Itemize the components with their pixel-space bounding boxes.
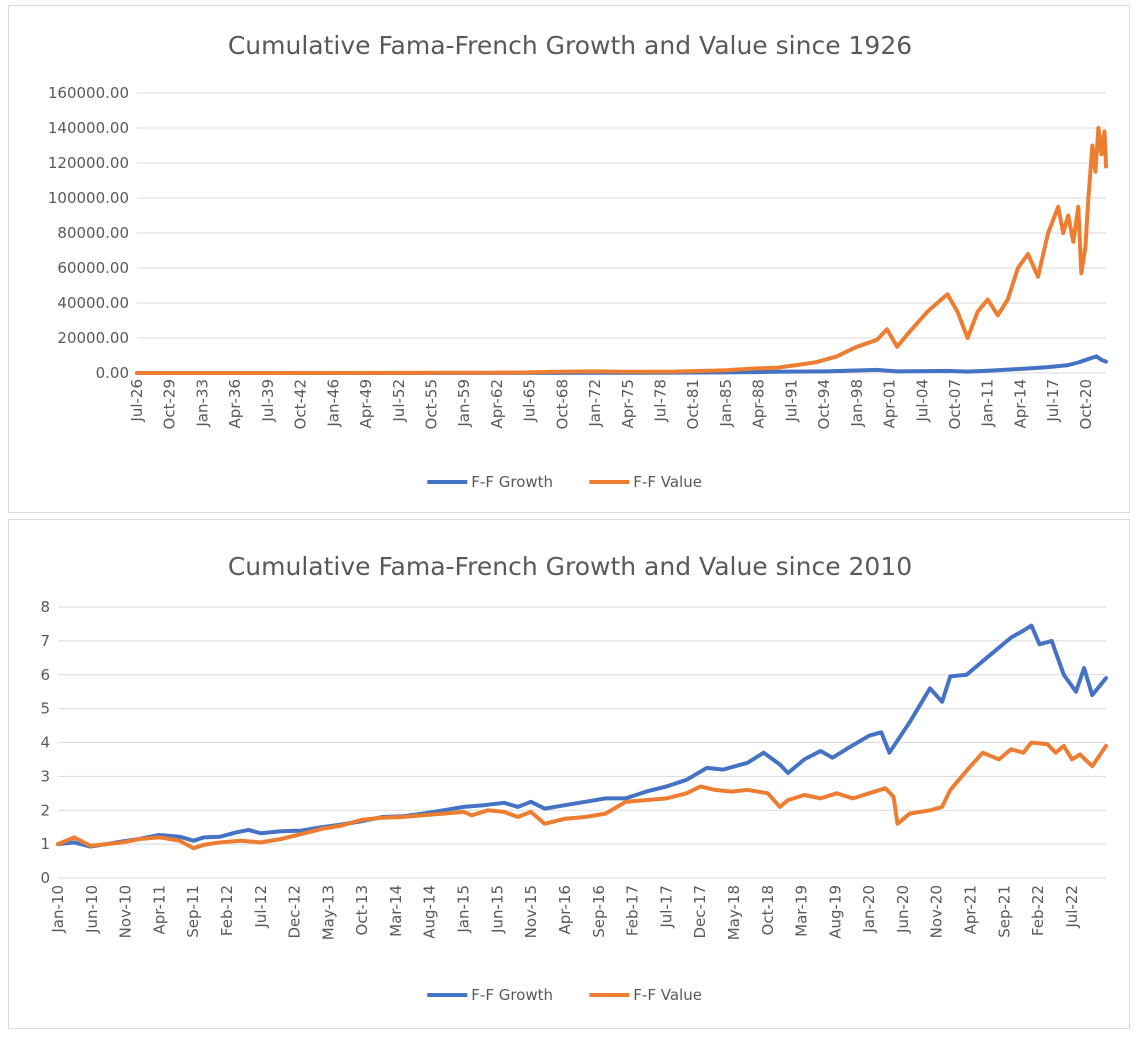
chart-panel-since-2010: Cumulative Fama-French Growth and Value …: [8, 519, 1130, 1029]
series-line-f-f-value: [56, 740, 1108, 851]
x-tick-label: Feb-22: [1029, 885, 1047, 936]
x-tick-label: Apr-01: [881, 379, 899, 429]
x-tick-label: Nov-15: [522, 885, 540, 938]
y-tick-label: 140000.00: [48, 119, 129, 137]
legend-item: F-F Growth: [427, 473, 553, 491]
x-tick-label: Apr-14: [1011, 379, 1029, 429]
chart-title: Cumulative Fama-French Growth and Value …: [228, 31, 912, 60]
x-tick-label: Apr-16: [556, 885, 574, 935]
x-tick-label: Apr-75: [619, 379, 637, 429]
x-tick-label: Oct-07: [946, 379, 964, 429]
legend-item: F-F Value: [589, 473, 702, 491]
y-tick-label: 20000.00: [57, 329, 129, 347]
legend-label: F-F Value: [633, 473, 702, 491]
x-tick-label: Oct-13: [353, 885, 371, 935]
chart-legend: F-F Growth F-F Value: [427, 986, 702, 1004]
x-tick-label: Feb-12: [218, 885, 236, 936]
y-tick-label: 2: [40, 801, 50, 819]
x-tick-label: Aug-14: [421, 885, 439, 939]
x-tick-label: Apr-36: [226, 379, 244, 429]
x-tick-label: Jul-26: [128, 379, 146, 423]
x-tick-label: Jun-15: [488, 885, 506, 934]
x-tick-label: Jan-59: [455, 379, 473, 428]
x-tick-label: Oct-18: [759, 885, 777, 935]
x-tick-label: Oct-42: [292, 379, 310, 429]
x-tick-label: Jan-11: [979, 379, 997, 428]
x-tick-label: Apr-11: [150, 885, 168, 935]
x-tick-label: Jan-72: [586, 379, 604, 428]
x-tick-label: Aug-19: [826, 885, 844, 939]
x-tick-label: Mar-14: [387, 885, 405, 937]
x-tick-label: Apr-88: [750, 379, 768, 429]
x-tick-label: Sep-16: [590, 885, 608, 938]
chart-legend: F-F Growth F-F Value: [427, 473, 702, 491]
x-tick-label: Jul-04: [913, 379, 931, 423]
y-tick-label: 80000.00: [57, 224, 129, 242]
y-tick-label: 3: [40, 767, 50, 785]
x-tick-label: Jan-85: [717, 379, 735, 428]
x-tick-label: Jun-20: [894, 885, 912, 934]
x-tick-label: Sep-11: [184, 885, 202, 938]
x-tick-label: Jul-52: [390, 379, 408, 423]
x-tick-label: Apr-49: [357, 379, 375, 429]
x-tick-label: Sep-21: [995, 885, 1013, 938]
x-tick-label: Jul-91: [782, 379, 800, 423]
x-tick-label: Dec-17: [691, 885, 709, 939]
x-tick-label: Mar-19: [793, 885, 811, 937]
chart-panel-since-1926: Cumulative Fama-French Growth and Value …: [8, 5, 1130, 513]
chart-since-1926: Cumulative Fama-French Growth and Value …: [48, 31, 1108, 491]
y-tick-label: 0: [40, 869, 50, 887]
legend-item: F-F Growth: [427, 986, 553, 1004]
y-tick-label: 160000.00: [48, 84, 129, 102]
x-tick-label: Oct-68: [553, 379, 571, 429]
x-tick-label: Oct-55: [422, 379, 440, 429]
y-tick-label: 8: [40, 598, 50, 616]
y-tick-label: 120000.00: [48, 154, 129, 172]
y-tick-label: 60000.00: [57, 259, 129, 277]
x-tick-label: Jul-12: [252, 885, 270, 929]
x-tick-label: Jan-15: [455, 885, 473, 934]
x-tick-label: Oct-94: [815, 379, 833, 429]
x-tick-label: Jan-33: [193, 379, 211, 428]
x-tick-label: Jan-20: [860, 885, 878, 934]
x-tick-label: Oct-29: [161, 379, 179, 429]
x-tick-label: Nov-20: [928, 885, 946, 938]
y-tick-label: 1: [40, 835, 50, 853]
x-tick-label: Apr-62: [488, 379, 506, 429]
x-tick-label: Jul-65: [521, 379, 539, 423]
x-tick-label: Jun-10: [83, 885, 101, 934]
x-tick-label: Jan-98: [848, 379, 866, 428]
x-tick-label: Jan-10: [49, 885, 67, 934]
y-tick-label: 7: [40, 632, 50, 650]
y-tick-label: 40000.00: [57, 294, 129, 312]
y-tick-label: 0.00: [96, 364, 129, 382]
legend-label: F-F Value: [633, 986, 702, 1004]
chart-title: Cumulative Fama-French Growth and Value …: [228, 552, 912, 581]
x-tick-label: Apr-21: [962, 885, 980, 935]
legend-item: F-F Value: [589, 986, 702, 1004]
legend-label: F-F Growth: [471, 986, 553, 1004]
legend-label: F-F Growth: [471, 473, 553, 491]
y-tick-label: 4: [40, 734, 50, 752]
chart-since-2010: Cumulative Fama-French Growth and Value …: [40, 552, 1108, 1004]
x-tick-label: Jul-39: [259, 379, 277, 423]
y-tick-label: 100000.00: [48, 189, 129, 207]
x-tick-label: Feb-17: [624, 885, 642, 936]
x-tick-label: Jul-78: [652, 379, 670, 423]
x-tick-label: Jul-17: [1044, 379, 1062, 423]
series-line-f-f-value: [135, 126, 1108, 375]
x-tick-label: Jul-22: [1063, 885, 1081, 929]
x-tick-label: Oct-20: [1077, 379, 1095, 429]
x-tick-label: Dec-12: [286, 885, 304, 939]
x-tick-label: Jul-17: [657, 885, 675, 929]
x-tick-label: Oct-81: [684, 379, 702, 429]
y-tick-label: 5: [40, 700, 50, 718]
y-tick-label: 6: [40, 666, 50, 684]
x-tick-label: Jan-46: [324, 379, 342, 428]
x-tick-label: Nov-10: [117, 885, 135, 938]
x-tick-label: May-13: [319, 885, 337, 940]
series-line-f-f-growth: [56, 623, 1108, 849]
x-tick-label: May-18: [725, 885, 743, 940]
